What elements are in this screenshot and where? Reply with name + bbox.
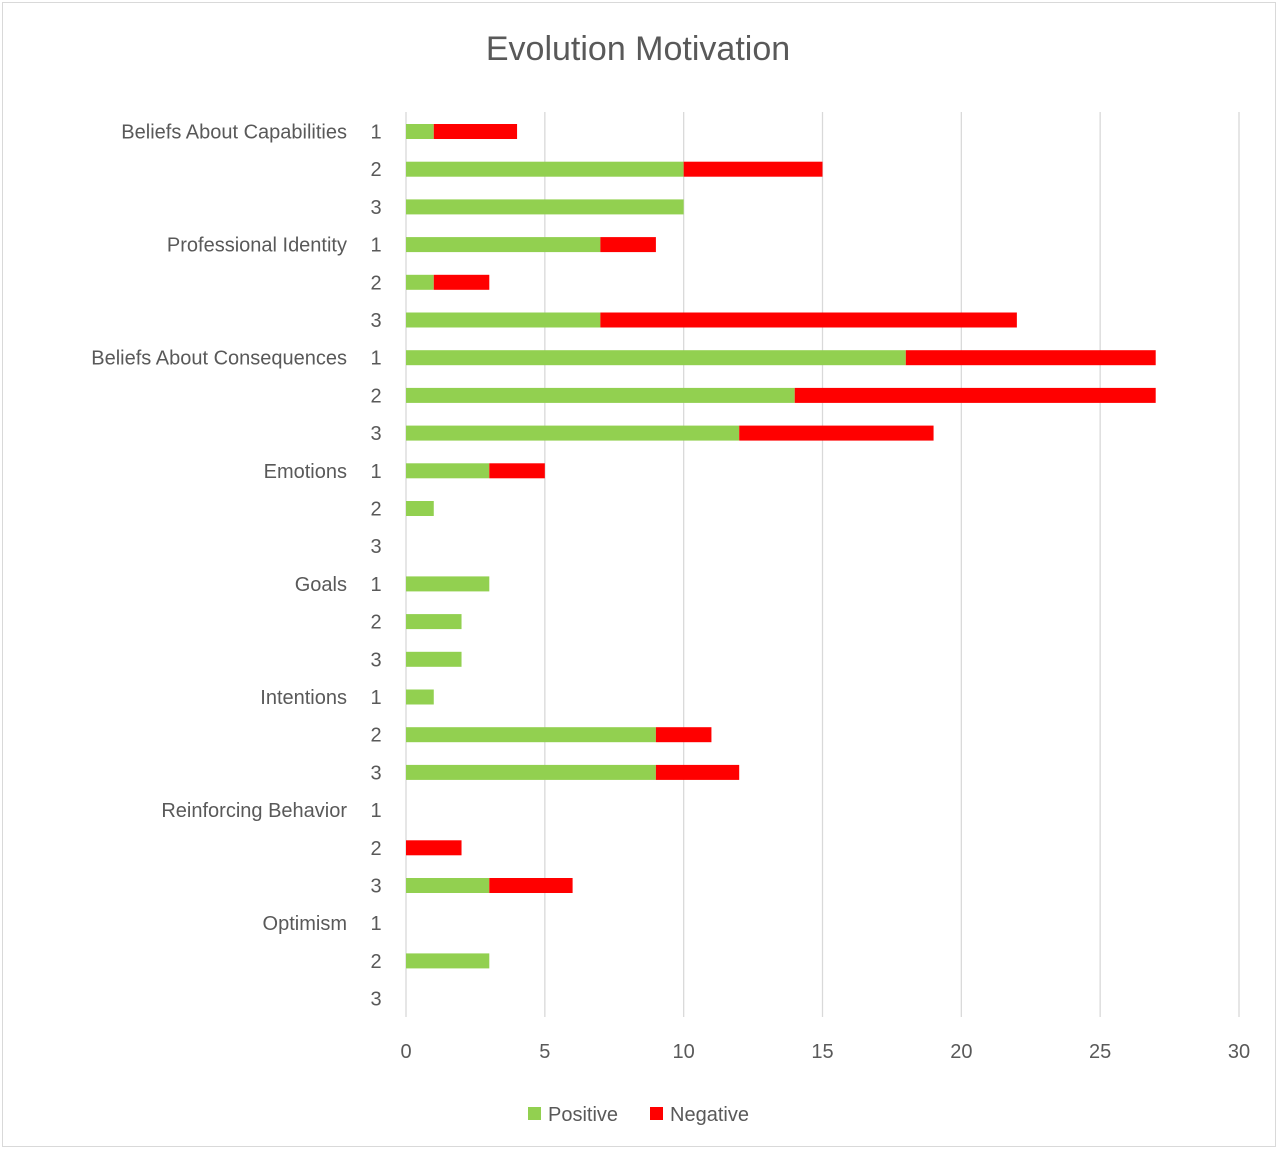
chart-title: Evolution Motivation: [486, 30, 790, 68]
category-label: Intentions: [260, 687, 347, 709]
bar-positive-row-16: [406, 689, 434, 705]
bar-positive-row-21: [406, 878, 490, 893]
sub-category-label: 2: [370, 159, 381, 181]
sub-category-label: 3: [370, 762, 381, 784]
bar-positive-row-13: [406, 576, 490, 592]
category-label: Goals: [295, 574, 347, 596]
category-label: Emotions: [264, 461, 347, 483]
bar-negative-row-2: [683, 161, 823, 177]
sub-category-label: 1: [370, 574, 381, 596]
x-tick-label: 15: [811, 1041, 833, 1063]
category-label: Beliefs About Capabilities: [121, 122, 347, 144]
gridlines: [405, 112, 1240, 1017]
sub-category-label: 1: [370, 913, 381, 935]
bar-positive-row-14: [406, 614, 462, 630]
sub-category-label: 2: [370, 385, 381, 407]
sub-category-label: 3: [370, 197, 381, 219]
category-label: Professional Identity: [167, 235, 347, 257]
legend-label-positive: Positive: [548, 1104, 618, 1126]
sub-category-label: 3: [370, 310, 381, 332]
category-label: Reinforcing Behavior: [161, 800, 347, 822]
sub-category-label: 2: [370, 951, 381, 973]
bar-negative-row-8: [794, 387, 1156, 403]
x-tick-label: 25: [1089, 1041, 1111, 1063]
sub-category-label: 2: [370, 725, 381, 747]
bar-positive-row-5: [406, 274, 434, 290]
bar-negative-row-20: [406, 840, 462, 856]
bar-negative-row-1: [433, 124, 518, 139]
bar-positive-row-17: [406, 727, 656, 743]
sub-category-label: 1: [370, 687, 381, 709]
bar-negative-row-17: [655, 727, 712, 743]
legend-swatch-positive: [528, 1107, 541, 1120]
bar-positive-row-6: [406, 312, 601, 328]
bar-positive-row-7: [406, 350, 906, 366]
legend: Positive Negative: [528, 1104, 749, 1126]
x-tick-label: 0: [400, 1041, 411, 1063]
category-label: Beliefs About Consequences: [91, 348, 347, 370]
bar-positive-row-9: [406, 425, 740, 441]
sub-category-label: 3: [370, 989, 381, 1011]
sub-category-label: 1: [370, 461, 381, 483]
sub-category-label: 3: [370, 876, 381, 898]
sub-category-label: 2: [370, 499, 381, 521]
x-tick-label: 30: [1228, 1041, 1250, 1063]
sub-category-label: 1: [370, 800, 381, 822]
bar-negative-row-9: [739, 425, 934, 441]
bar-positive-row-10: [406, 463, 490, 479]
bar-positive-row-3: [406, 199, 684, 215]
bar-negative-row-21: [489, 878, 573, 893]
bar-positive-row-2: [406, 161, 684, 177]
bar-positive-row-8: [406, 387, 795, 403]
bar-positive-row-15: [406, 651, 462, 667]
sub-category-label: 1: [370, 122, 381, 144]
sub-category-label: 2: [370, 612, 381, 634]
x-tick-label: 5: [539, 1041, 550, 1063]
sub-category-label: 1: [370, 235, 381, 257]
legend-label-negative: Negative: [670, 1104, 749, 1126]
sub-category-label: 1: [370, 348, 381, 370]
bar-positive-row-18: [406, 764, 656, 780]
x-tick-label: 10: [673, 1041, 695, 1063]
bar-negative-row-7: [905, 350, 1156, 366]
sub-category-label: 3: [370, 649, 381, 671]
bar-negative-row-18: [655, 764, 740, 780]
x-axis-ticks: 0 5 10 15 20 25 30: [400, 1041, 1250, 1063]
sub-category-label: 3: [370, 423, 381, 445]
bar-negative-row-4: [600, 237, 656, 253]
legend-swatch-negative: [650, 1107, 663, 1120]
sub-category-label: 2: [370, 838, 381, 860]
bar-positive-row-23: [406, 953, 490, 969]
bar-positive-row-1: [406, 124, 434, 139]
bar-negative-row-5: [433, 274, 490, 290]
bars: [406, 124, 1156, 969]
sub-category-label: 2: [370, 272, 381, 294]
y-axis-labels: Beliefs About Capabilities 1 2 3 Professiona…: [91, 122, 381, 1011]
bar-negative-row-6: [600, 312, 1017, 328]
bar-positive-row-11: [406, 501, 434, 516]
x-tick-label: 20: [950, 1041, 972, 1063]
bar-positive-row-4: [406, 237, 601, 253]
bar-negative-row-10: [489, 463, 545, 479]
sub-category-label: 3: [370, 536, 381, 558]
category-label: Optimism: [263, 913, 347, 935]
